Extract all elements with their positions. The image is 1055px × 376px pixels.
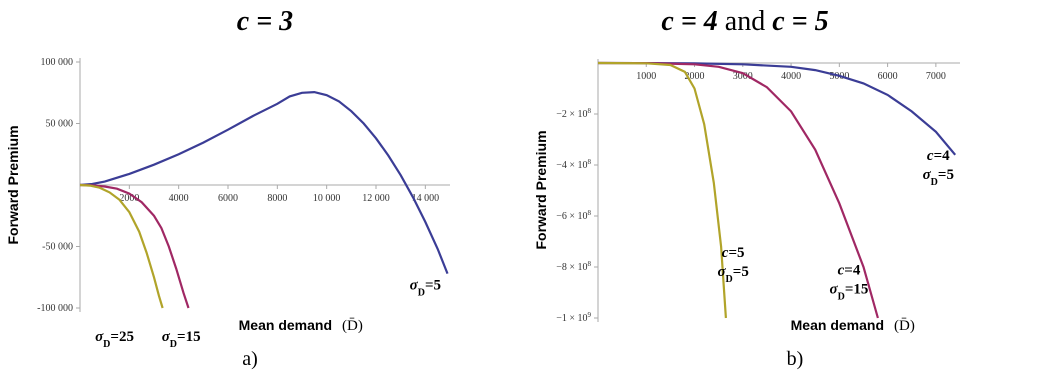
series-label-1: σD=15: [162, 329, 201, 350]
series-line-1: [597, 61, 879, 319]
x-tick-label: 6000: [218, 193, 238, 204]
x-tick-label: 3000: [733, 71, 753, 82]
series-label-0: σD=5: [410, 278, 441, 299]
chart-title: c = 3: [237, 6, 293, 37]
x-tick-label: 4000: [169, 193, 189, 204]
x-tick-label: 10 000: [313, 193, 341, 204]
x-tick-label: 14 000: [412, 193, 440, 204]
series-line-2: [79, 183, 164, 309]
y-tick-label: 100 000: [41, 57, 74, 68]
x-tick-label: 2000: [685, 71, 705, 82]
x-axis-symbol: (D̄): [894, 318, 915, 334]
series-label-2: σD=25: [95, 329, 134, 350]
x-axis-label: Mean demand: [791, 317, 884, 333]
y-tick-label: 50 000: [46, 119, 74, 130]
y-axis-label: Forward Premium: [533, 130, 549, 249]
y-axis-label: Forward Premium: [5, 125, 21, 244]
y-tick-label: -50 000: [42, 242, 73, 253]
y-tick-label: −4 × 108: [556, 158, 591, 171]
series-line-0: [79, 90, 449, 275]
chart-title: c = 4 and c = 5: [661, 6, 828, 37]
x-tick-label: 4000: [781, 71, 801, 82]
series-line-2: [597, 61, 727, 319]
y-tick-label: −2 × 108: [556, 107, 591, 120]
series-label-0-line2: σD=5: [923, 167, 954, 188]
series-label-0: c=4: [927, 148, 950, 164]
series-label-2: c=5: [722, 245, 745, 261]
y-tick-label: −1 × 109: [556, 311, 591, 324]
y-tick-label: -100 000: [37, 303, 73, 314]
x-tick-label: 8000: [267, 193, 287, 204]
chart-c3: c = 3 2000 4000 6000 8000 10 000 12 000 14 000 1…: [5, 6, 450, 370]
panel-label: b): [787, 348, 804, 370]
x-tick-label: 2000: [119, 193, 139, 204]
x-axis-symbol: (D̄): [342, 318, 363, 334]
y-tick-label: −8 × 108: [556, 260, 591, 273]
series-label-2-line2: σD=5: [717, 264, 748, 285]
series-label-1: c=4: [838, 263, 861, 279]
x-tick-label: 1000: [636, 71, 656, 82]
panel-label: a): [242, 348, 258, 370]
y-tick-label: −6 × 108: [556, 209, 591, 222]
x-axis-label: Mean demand: [239, 317, 332, 333]
series-label-1-line2: σD=15: [830, 282, 869, 303]
x-tick-label: 7000: [926, 71, 946, 82]
series-line-1: [79, 183, 190, 309]
x-tick-label: 6000: [878, 71, 898, 82]
x-tick-label: 12 000: [362, 193, 390, 204]
